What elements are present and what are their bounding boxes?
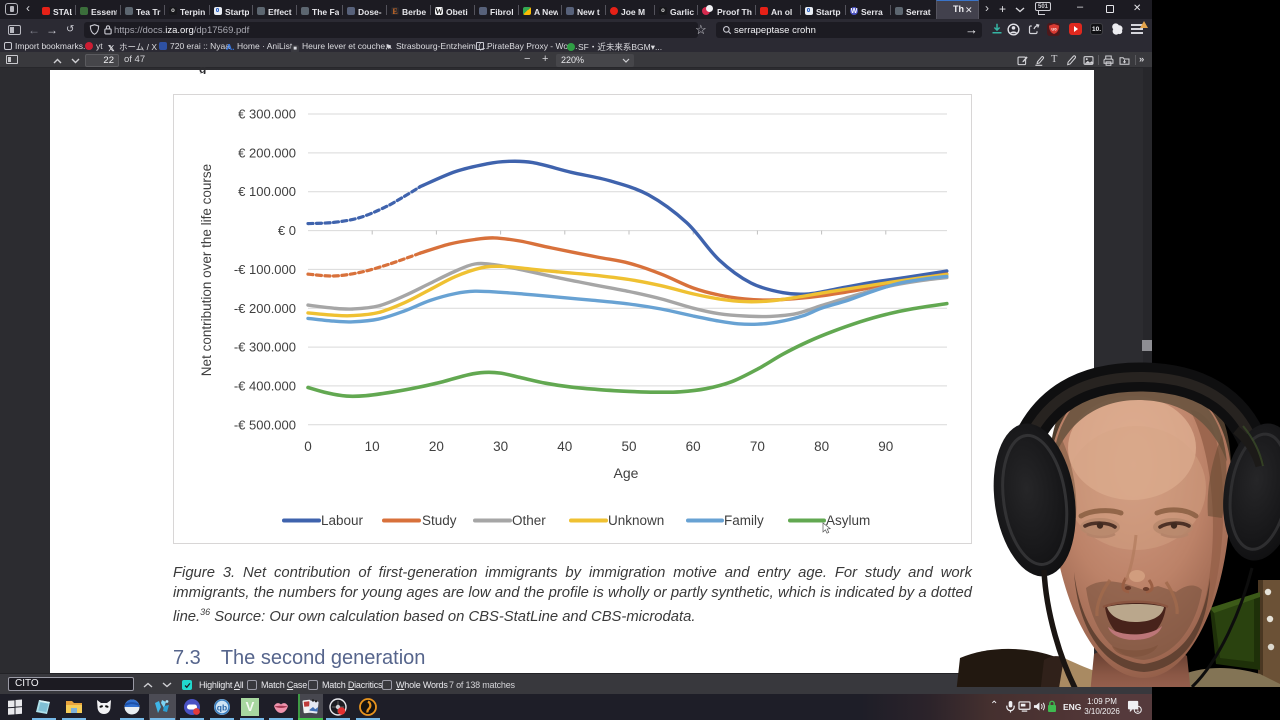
svg-text:Asylum: Asylum: [826, 513, 870, 528]
svg-text:60: 60: [686, 439, 701, 454]
svg-text:Study: Study: [422, 513, 457, 528]
svg-text:€ 100.000: € 100.000: [238, 184, 296, 199]
svg-text:€ 300.000: € 300.000: [238, 107, 296, 122]
svg-text:Age: Age: [614, 465, 639, 481]
svg-text:-€ 500.000: -€ 500.000: [234, 417, 296, 432]
svg-text:-€ 400.000: -€ 400.000: [234, 378, 296, 393]
svg-text:Net contribution over the life: Net contribution over the life course: [199, 164, 214, 376]
svg-text:€ 200.000: € 200.000: [238, 145, 296, 160]
svg-text:U0: U0: [1051, 27, 1057, 32]
svg-text:20: 20: [429, 439, 444, 454]
svg-text:1: 1: [1136, 708, 1140, 714]
svg-text:40: 40: [557, 439, 572, 454]
svg-text:-€ 100.000: -€ 100.000: [234, 262, 296, 277]
svg-text:70: 70: [750, 439, 765, 454]
svg-text:10: 10: [365, 439, 380, 454]
svg-text:€ 0: € 0: [278, 223, 296, 238]
svg-text:Other: Other: [512, 513, 546, 528]
svg-text:30: 30: [493, 439, 508, 454]
svg-text:Unknown: Unknown: [608, 513, 664, 528]
svg-text:-€ 200.000: -€ 200.000: [234, 301, 296, 316]
svg-text:50: 50: [621, 439, 636, 454]
svg-text:Labour: Labour: [321, 513, 364, 528]
svg-text:qb: qb: [217, 702, 227, 712]
svg-text:90: 90: [878, 439, 893, 454]
svg-text:-€ 300.000: -€ 300.000: [234, 340, 296, 355]
svg-text:0: 0: [304, 439, 312, 454]
svg-text:80: 80: [814, 439, 829, 454]
svg-text:Family: Family: [724, 513, 764, 528]
